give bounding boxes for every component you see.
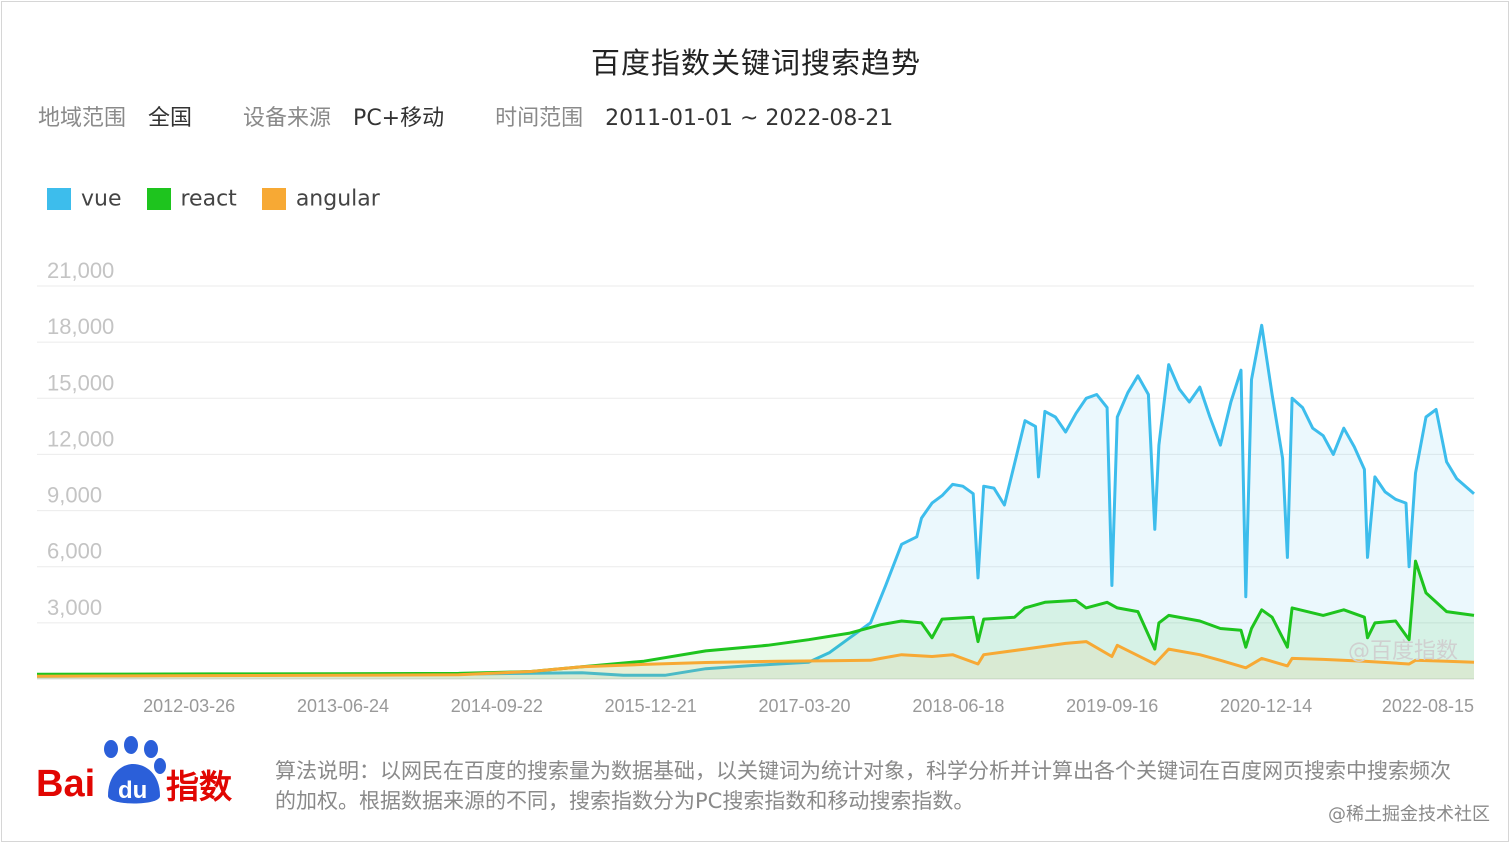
logo-zhishu-text: 指数 bbox=[166, 767, 233, 806]
filter-device-value: PC+移动 bbox=[353, 106, 445, 131]
x-tick-label: 2013-06-24 bbox=[297, 696, 389, 716]
algorithm-note: 算法说明：以网民在百度的搜索量为数据基础，以关键词为统计对象，科学分析并计算出各… bbox=[275, 759, 1451, 813]
baidu-index-logo: Bai du 指数 bbox=[36, 736, 233, 806]
y-tick-label: 18,000 bbox=[47, 314, 114, 339]
filter-region-label: 地域范围 bbox=[38, 106, 127, 131]
legend-item-vue[interactable]: vue bbox=[47, 186, 122, 212]
legend-swatch-angular bbox=[261, 188, 286, 211]
logo-bai-text: Bai bbox=[36, 763, 95, 805]
series-line-react bbox=[36, 559, 1475, 676]
legend-label-react: react bbox=[180, 186, 237, 212]
x-tick-label: 2017-03-20 bbox=[758, 696, 850, 716]
series-area-vue bbox=[37, 325, 1474, 679]
legend-item-react[interactable]: react bbox=[146, 186, 237, 212]
y-tick-label: 21,000 bbox=[47, 258, 114, 283]
filter-device: 设备来源 PC+移动 bbox=[243, 100, 444, 132]
filter-bar: 地域范围 全国 设备来源 PC+移动 时间范围 2011-01-01 ~ 2022-0… bbox=[38, 100, 937, 132]
filter-time-label: 时间范围 bbox=[495, 106, 584, 131]
chart-title: 百度指数关键词搜索趋势 bbox=[590, 46, 921, 80]
x-tick-label: 2012-03-26 bbox=[143, 696, 235, 716]
legend-swatch-react bbox=[146, 188, 171, 211]
filter-time-value: 2011-01-01 ~ 2022-08-21 bbox=[605, 106, 894, 131]
chart-watermark: @百度指数 bbox=[1348, 639, 1458, 664]
legend-label-vue: vue bbox=[81, 186, 122, 212]
paw-icon bbox=[104, 736, 166, 804]
trend-chart: 3,000 6,000 9,000 12,000 15,000 18,000 21,000 2… bbox=[36, 258, 1475, 716]
x-tick-label: 2022-08-15 bbox=[1382, 696, 1474, 716]
x-tick-label: 2014-09-22 bbox=[451, 696, 543, 716]
legend-label-angular: angular bbox=[295, 186, 380, 212]
x-tick-label: 2019-09-16 bbox=[1066, 696, 1158, 716]
y-tick-label: 6,000 bbox=[47, 539, 102, 564]
x-tick-label: 2020-12-14 bbox=[1220, 696, 1312, 716]
filter-time: 时间范围 2011-01-01 ~ 2022-08-21 bbox=[495, 100, 893, 132]
filter-region: 地域范围 全国 bbox=[38, 100, 192, 132]
y-tick-label: 12,000 bbox=[47, 426, 114, 451]
y-tick-label: 15,000 bbox=[47, 370, 114, 395]
logo-du-text: du bbox=[118, 777, 147, 804]
y-tick-label: 9,000 bbox=[47, 483, 102, 508]
y-tick-label: 3,000 bbox=[47, 595, 102, 620]
filter-device-label: 设备来源 bbox=[243, 106, 332, 131]
source-credit: @稀土掘金技术社区 bbox=[1328, 804, 1490, 825]
filter-region-value: 全国 bbox=[148, 106, 193, 131]
legend-item-angular[interactable]: angular bbox=[261, 186, 380, 212]
legend-swatch-vue bbox=[47, 188, 71, 211]
chart-legend: vue react angular bbox=[47, 186, 398, 212]
x-tick-label: 2018-06-18 bbox=[912, 696, 1004, 716]
series-line-vue bbox=[36, 323, 1475, 678]
x-tick-label: 2015-12-21 bbox=[605, 696, 697, 716]
series-line-angular bbox=[36, 640, 1475, 678]
